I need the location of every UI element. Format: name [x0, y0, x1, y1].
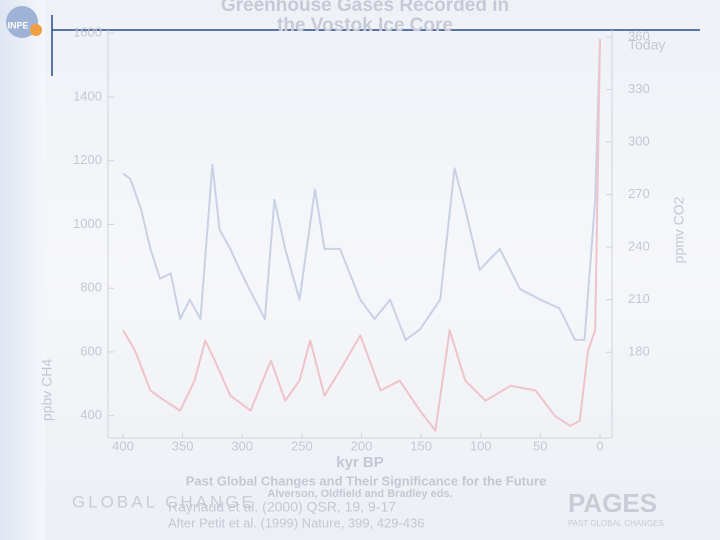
- y2-tick-label: 180: [628, 344, 650, 359]
- side-band: [0, 0, 45, 540]
- logo-text: PAST GLOBAL CHANGES: [568, 519, 664, 528]
- x-tick-label: 100: [470, 438, 492, 453]
- y-axis-label: ppbv CH4: [39, 359, 55, 421]
- y-tick-label: 1000: [73, 216, 102, 231]
- y2-tick-label: 270: [628, 186, 650, 201]
- annotation: Today: [628, 37, 665, 53]
- reference: Raynaud et al. (2000) QSR, 19, 9-17: [168, 499, 396, 515]
- x-tick-label: 50: [533, 438, 547, 453]
- y-tick-label: 800: [80, 280, 102, 295]
- y-tick-label: 600: [80, 343, 102, 358]
- source-text: Past Global Changes and Their Significan…: [186, 473, 546, 488]
- y2-axis-label: ppmv CO2: [671, 196, 687, 263]
- y-tick-label: 1600: [73, 25, 102, 40]
- logo-text: INPE: [7, 20, 28, 30]
- x-tick-label: 150: [410, 438, 432, 453]
- y2-tick-label: 240: [628, 239, 650, 254]
- x-tick-label: 250: [291, 438, 313, 453]
- x-tick-label: 350: [172, 438, 194, 453]
- x-tick-label: 400: [112, 438, 134, 453]
- data-line: [122, 39, 601, 432]
- x-tick-label: 0: [596, 438, 603, 453]
- x-tick-label: 200: [351, 438, 373, 453]
- logo-text: PAGES: [568, 488, 657, 518]
- y-tick-label: 400: [80, 407, 102, 422]
- y2-tick-label: 360: [628, 28, 650, 43]
- y-tick-label: 1400: [73, 88, 102, 103]
- chart-title: Greenhouse Gases Recorded in the Vostok I…: [221, 0, 509, 36]
- logo-text: GLOBAL CHANGE: [72, 492, 256, 511]
- data-line: [122, 38, 601, 341]
- reference: After Petit et al. (1999) Nature, 399, 4…: [168, 515, 425, 530]
- editors-text: Alverson, Oldfield and Bradley eds.: [267, 488, 452, 500]
- logo-dot: [30, 24, 42, 36]
- y2-tick-label: 300: [628, 134, 650, 149]
- y2-tick-label: 330: [628, 81, 650, 96]
- x-tick-label: 300: [231, 438, 253, 453]
- y2-tick-label: 210: [628, 291, 650, 306]
- y-tick-label: 1200: [73, 152, 102, 167]
- x-axis-label: kyr BP: [336, 454, 384, 471]
